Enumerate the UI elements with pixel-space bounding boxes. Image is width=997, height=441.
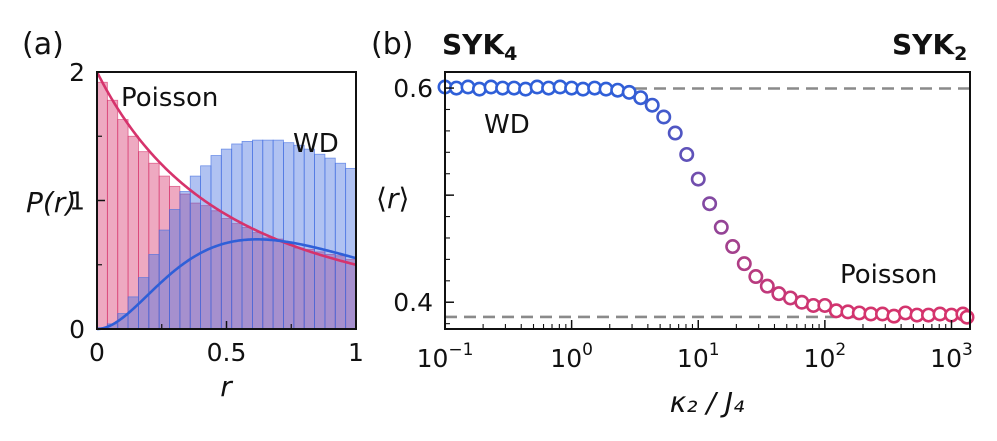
y-axis-label-a: P(r) [26,186,76,219]
x-tick-label-a: 0 [89,338,105,367]
x-axis-label-a: r [220,370,233,403]
poisson-annotation: Poisson [840,260,937,290]
r-mean-points [437,79,975,325]
data-point [656,109,672,125]
data-point [633,90,649,106]
wd-bar [220,148,233,330]
x-axis-label-b: κ₂ / J₄ [670,386,744,419]
panel-b-ticks: 10−1 100 101 102 103 0.4 0.6 [393,74,973,373]
poisson-bar [106,99,119,330]
wd-annotation: WD [484,110,530,140]
y-tick-label-b: 0.4 [393,288,433,317]
x-tick-label-b: 10−1 [417,340,474,373]
panel-a-ticks: 0 0.5 1 0 1 2 [69,58,364,367]
panel-b-label: (b) [371,27,413,62]
data-point [748,269,764,285]
wd-curve [96,238,357,331]
x-tick-label-a: 1 [348,338,364,367]
wd-bar [345,167,357,330]
poisson-bar [96,81,108,330]
panel-a: (a) 0 0.5 1 0 1 2 Poisson WD P(r) r [22,27,364,403]
data-point [518,81,534,97]
panel-a-curves [95,71,357,331]
x-tick-label-a: 0.5 [207,338,247,367]
panel-a-ylabel: P(r) [26,186,76,219]
data-point [725,239,741,255]
wd-bar [324,157,336,330]
x-tick-label-b: 103 [930,340,973,373]
data-point [644,97,660,113]
panel-a-histograms [96,81,357,330]
y-axis-label-b: ⟨r⟩ [376,182,409,215]
y-tick-label-a: 1 [69,187,85,216]
poisson-curve [95,71,357,267]
wd-bar [231,143,243,330]
wd-bar [334,162,347,330]
data-point [759,278,775,294]
syk2-title: SYK2 [892,28,967,65]
y-tick-label-a: 0 [69,315,85,344]
y-tick-label-b: 0.6 [393,74,433,103]
data-point [471,81,487,97]
wd-bar [303,148,315,330]
wd-bar [314,153,326,330]
data-point [959,309,975,325]
wd-legend-label: WD [293,129,339,159]
poisson-legend-label: Poisson [121,83,218,113]
x-tick-label-b: 102 [804,340,847,373]
data-point [690,171,706,187]
data-point [610,82,626,98]
poisson-bar [117,119,129,330]
data-point [897,305,913,321]
syk4-title: SYK4 [442,28,517,65]
data-point [702,196,718,212]
wd-bar [241,140,253,330]
panel-a-label: (a) [22,27,64,62]
wd-bar [210,155,222,330]
data-point [621,84,637,100]
wd-bar [283,142,295,330]
wd-bar [272,139,284,330]
y-tick-label-a: 2 [69,58,85,87]
x-tick-label-b: 101 [677,340,720,373]
data-point [736,256,752,272]
data-point [713,219,729,235]
panel-b-frame [444,71,971,330]
data-point [667,125,683,141]
data-point [679,146,695,162]
wd-bar [293,144,305,330]
wd-bar [251,139,264,330]
x-tick-label-b: 100 [550,340,593,373]
